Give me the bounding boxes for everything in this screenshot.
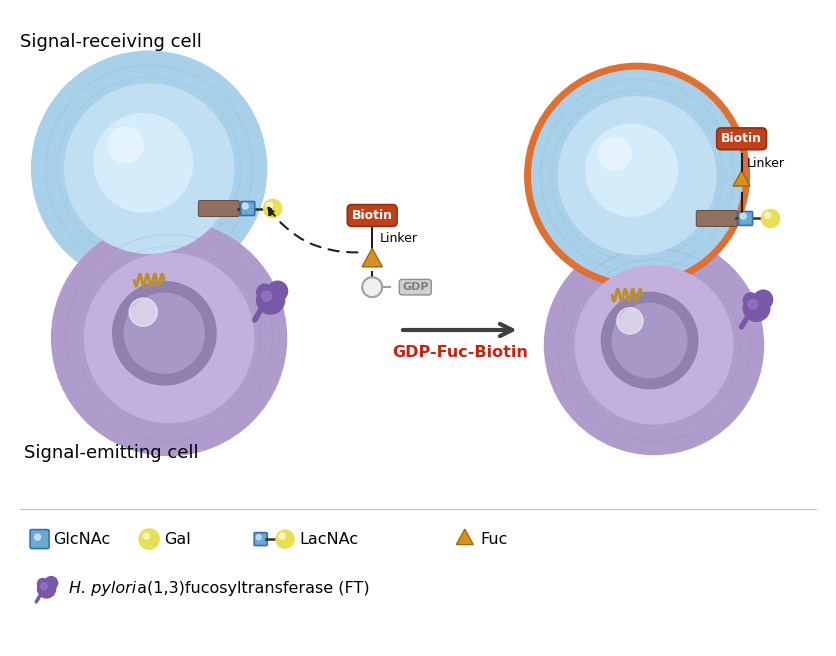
Text: H. pylori: H. pylori — [69, 581, 137, 596]
Circle shape — [263, 199, 282, 218]
Text: Biotin: Biotin — [352, 209, 393, 222]
Circle shape — [617, 308, 643, 334]
Circle shape — [94, 113, 192, 212]
Circle shape — [52, 220, 287, 455]
Circle shape — [113, 281, 216, 385]
Circle shape — [38, 580, 56, 598]
Circle shape — [575, 266, 733, 424]
FancyBboxPatch shape — [30, 529, 49, 548]
Circle shape — [34, 534, 41, 540]
Circle shape — [528, 66, 747, 285]
Circle shape — [762, 209, 779, 228]
Text: Linker: Linker — [747, 157, 785, 170]
Circle shape — [268, 281, 288, 301]
Circle shape — [143, 533, 149, 539]
Circle shape — [276, 530, 294, 548]
FancyBboxPatch shape — [254, 533, 268, 546]
Circle shape — [125, 293, 204, 373]
FancyBboxPatch shape — [739, 211, 752, 226]
Circle shape — [613, 303, 687, 378]
Circle shape — [599, 137, 631, 170]
Circle shape — [279, 533, 285, 539]
Text: Fuc: Fuc — [481, 531, 508, 546]
Circle shape — [740, 213, 746, 219]
Text: Signal-emitting cell: Signal-emitting cell — [23, 443, 198, 462]
Circle shape — [64, 84, 234, 253]
Circle shape — [139, 529, 159, 549]
Circle shape — [743, 295, 770, 321]
FancyBboxPatch shape — [198, 201, 239, 216]
FancyBboxPatch shape — [696, 211, 737, 226]
FancyArrowPatch shape — [268, 208, 358, 253]
Circle shape — [544, 236, 763, 455]
Circle shape — [267, 203, 273, 209]
Circle shape — [129, 298, 157, 326]
Text: GDP-Fuc-Biotin: GDP-Fuc-Biotin — [392, 345, 528, 360]
Text: GDP: GDP — [402, 282, 429, 292]
Circle shape — [748, 300, 757, 309]
Circle shape — [765, 213, 771, 218]
FancyBboxPatch shape — [241, 201, 255, 215]
Circle shape — [38, 579, 48, 589]
Text: a(1,3)fucosyltransferase (FT): a(1,3)fucosyltransferase (FT) — [132, 581, 370, 596]
Circle shape — [585, 124, 678, 216]
Circle shape — [41, 583, 47, 590]
Circle shape — [558, 97, 716, 255]
Circle shape — [32, 51, 267, 286]
Text: Linker: Linker — [380, 232, 418, 245]
Polygon shape — [733, 171, 750, 186]
Polygon shape — [456, 529, 473, 544]
Circle shape — [754, 290, 772, 309]
Circle shape — [601, 293, 698, 389]
Polygon shape — [362, 249, 382, 267]
Text: Biotin: Biotin — [721, 133, 762, 146]
Circle shape — [84, 253, 253, 422]
Circle shape — [44, 577, 58, 590]
Circle shape — [257, 286, 284, 314]
Circle shape — [256, 535, 261, 540]
Text: LacNAc: LacNAc — [299, 531, 358, 546]
Circle shape — [242, 203, 248, 209]
Circle shape — [743, 293, 758, 308]
Text: Gal: Gal — [164, 531, 191, 546]
Text: GlcNAc: GlcNAc — [54, 531, 111, 546]
Text: Signal-receiving cell: Signal-receiving cell — [20, 33, 201, 51]
Circle shape — [257, 284, 273, 300]
Circle shape — [362, 277, 382, 297]
Circle shape — [108, 127, 143, 163]
Circle shape — [262, 291, 272, 301]
